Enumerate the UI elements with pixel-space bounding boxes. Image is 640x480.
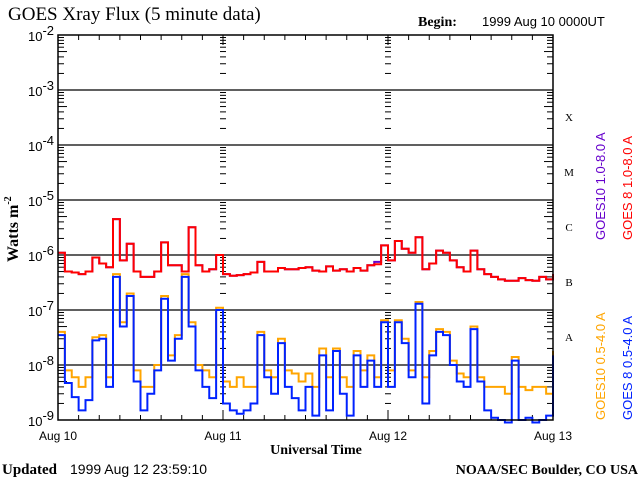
- data-series: [58, 218, 554, 424]
- y-tick-label: 10-4: [28, 133, 54, 154]
- y-axis-label-sup: -2: [3, 196, 14, 204]
- legend-entry: GOES10 0.5-4.0 A: [593, 312, 608, 420]
- y-tick-labels: 10-210-310-410-510-610-710-810-9: [28, 23, 54, 429]
- y-tick-label: 10-3: [28, 78, 54, 99]
- y-tick-exp: -5: [42, 188, 54, 203]
- y-tick-base: 10: [28, 139, 42, 154]
- y-tick-exp: -6: [42, 243, 54, 258]
- plot-frame: [57, 34, 554, 421]
- series-line: [58, 218, 554, 282]
- grid-lines: [58, 89, 553, 366]
- series-line: [58, 218, 554, 282]
- flare-class-labels: X M C B A: [564, 112, 574, 344]
- y-axis-label-text: Watts m: [5, 204, 22, 262]
- y-tick-base: 10: [28, 194, 42, 209]
- legend-entry: GOES10 1.0-8.0 A: [593, 132, 608, 240]
- y-tick-exp: -9: [42, 408, 54, 423]
- chart-title: GOES Xray Flux (5 minute data): [8, 4, 261, 25]
- y-tick-label: 10-9: [28, 408, 54, 429]
- credit: NOAA/SEC Boulder, CO USA: [456, 463, 639, 478]
- y-tick-label: 10-6: [28, 243, 54, 264]
- flare-class-label: M: [564, 167, 574, 179]
- y-tick-base: 10: [28, 29, 42, 44]
- x-tick-label: Aug 12: [369, 429, 407, 443]
- y-tick-base: 10: [28, 359, 42, 374]
- series-line: [58, 275, 554, 424]
- updated-value: 1999 Aug 12 23:59:10: [70, 461, 207, 477]
- x-axis-label: Universal Time: [270, 443, 362, 458]
- flare-class-label: X: [565, 112, 573, 124]
- y-tick-exp: -2: [42, 23, 54, 38]
- y-tick-base: 10: [28, 304, 42, 319]
- y-tick-label: 10-5: [28, 188, 54, 209]
- y-axis-label: Watts m-2: [3, 196, 22, 262]
- legend-entry: GOES 8 1.0-8.0 A: [620, 136, 635, 240]
- axis-ticks: [57, 35, 554, 420]
- y-tick-exp: -4: [42, 133, 54, 148]
- y-tick-label: 10-7: [28, 298, 54, 319]
- y-tick-exp: -3: [42, 78, 54, 93]
- y-tick-base: 10: [28, 414, 42, 429]
- flare-class-label: A: [565, 332, 573, 344]
- y-tick-label: 10-8: [28, 353, 54, 374]
- series-line: [58, 273, 554, 395]
- begin-label: Begin:: [418, 15, 457, 30]
- legend-entry: GOES 8 0.5-4.0 A: [620, 316, 635, 420]
- x-tick-labels: Aug 10 Aug 11 Aug 12 Aug 13: [39, 429, 572, 443]
- begin-value: 1999 Aug 10 0000UT: [482, 14, 605, 29]
- y-tick-exp: -8: [42, 353, 54, 368]
- x-tick-label: Aug 10: [39, 429, 77, 443]
- y-tick-label: 10-2: [28, 23, 54, 44]
- x-tick-label: Aug 13: [534, 429, 572, 443]
- flare-class-label: B: [565, 277, 572, 289]
- legend: GOES10 1.0-8.0 A GOES 8 1.0-8.0 A GOES10 0…: [593, 132, 635, 420]
- updated-label: Updated: [2, 462, 58, 478]
- y-tick-base: 10: [28, 84, 42, 99]
- x-tick-label: Aug 11: [204, 429, 241, 443]
- y-tick-base: 10: [28, 249, 42, 264]
- flare-class-label: C: [565, 222, 572, 234]
- y-tick-exp: -7: [42, 298, 54, 313]
